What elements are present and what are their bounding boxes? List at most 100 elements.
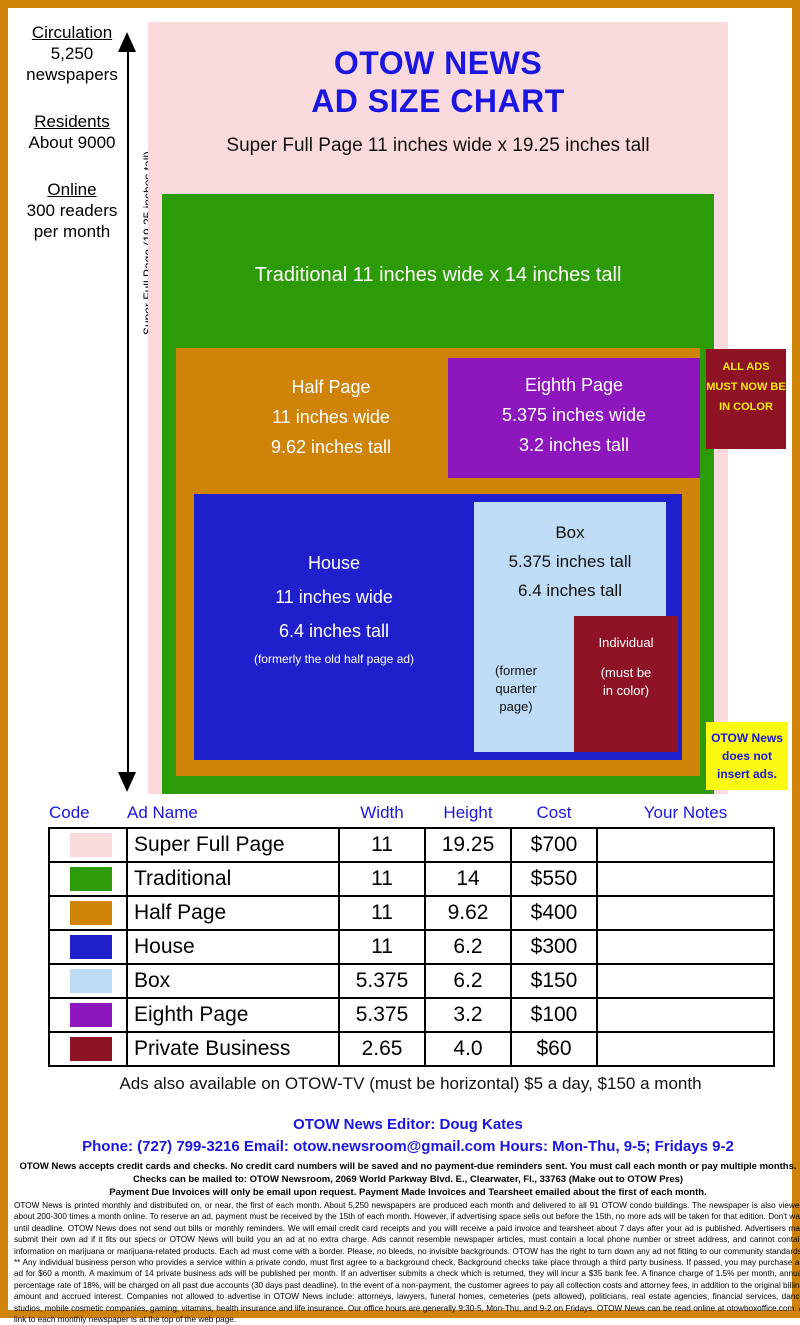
- color-swatch: [70, 969, 112, 993]
- individual-label: Individual (must be in color): [574, 616, 678, 700]
- color-swatch: [70, 1037, 112, 1061]
- half-page-name: Half Page: [291, 377, 371, 397]
- table-row: Private Business 2.65 4.0 $60: [48, 1031, 775, 1067]
- table-row: Traditional 11 14 $550: [48, 861, 775, 897]
- box-name: Box: [555, 523, 585, 542]
- table-row: Box 5.375 6.2 $150: [48, 963, 775, 999]
- price-table-wrap: Code Ad Name Width Height Cost Your Note…: [48, 803, 775, 1067]
- cell-ad-name: Half Page: [126, 895, 340, 931]
- cell-cost: $150: [510, 963, 598, 999]
- stat-online: Online 300 readers per month: [16, 179, 128, 242]
- fine-print-terms: OTOW News is printed monthly and distrib…: [14, 1201, 800, 1325]
- cell-width: 5.375: [338, 963, 426, 999]
- page-title-line1: OTOW NEWS: [333, 45, 543, 81]
- policy-line-2: Checks can be mailed to: OTOW Newsroom, …: [132, 1174, 684, 1185]
- cell-ad-name: Box: [126, 963, 340, 999]
- stat-residents: Residents About 9000: [16, 111, 128, 153]
- contact-details: Phone: (727) 799-3216 Email: otow.newsro…: [82, 1138, 734, 1155]
- ad-price-table: Code Ad Name Width Height Cost Your Note…: [48, 803, 775, 1067]
- cell-height: 19.25: [424, 827, 512, 863]
- cell-width: 5.375: [338, 997, 426, 1033]
- cell-ad-name: Traditional: [126, 861, 340, 897]
- color-code-cell: [48, 963, 128, 999]
- table-head: Code Ad Name Width Height Cost Your Note…: [49, 803, 774, 828]
- arrow-shaft: [127, 36, 129, 784]
- callout-color-required: ALL ADS MUST NOW BE IN COLOR: [706, 349, 786, 449]
- cell-height: 6.2: [424, 929, 512, 965]
- cell-notes: [596, 997, 775, 1033]
- contact-block: OTOW News Editor: Doug Kates Phone: (727…: [16, 1114, 800, 1158]
- house-name: House: [307, 553, 361, 573]
- page-title-line2: AD SIZE CHART: [311, 83, 565, 119]
- otow-tv-note: Ads also available on OTOW-TV (must be h…: [119, 1074, 702, 1093]
- cell-ad-name: Private Business: [126, 1031, 340, 1067]
- ad-block-house: House 11 inches wide 6.4 inches tall (fo…: [194, 494, 682, 760]
- policy-line-1: OTOW News accepts credit cards and check…: [19, 1161, 797, 1172]
- cell-cost: $60: [510, 1031, 598, 1067]
- half-page-label: Half Page 11 inches wide 9.62 inches tal…: [206, 372, 456, 462]
- ad-block-individual: Individual (must be in color): [574, 616, 678, 752]
- color-swatch: [70, 867, 112, 891]
- cell-cost: $400: [510, 895, 598, 931]
- ad-block-eighth-page: Eighth Page 5.375 inches wide 3.2 inches…: [448, 358, 700, 478]
- color-swatch: [70, 833, 112, 857]
- cell-height: 3.2: [424, 997, 512, 1033]
- color-code-cell: [48, 861, 128, 897]
- stat-online-value: 300 readers: [26, 201, 118, 220]
- house-label: House 11 inches wide 6.4 inches tall (fo…: [204, 546, 464, 670]
- individual-note1: (must be: [600, 665, 652, 680]
- box-width: 5.375 inches tall: [508, 552, 632, 571]
- individual-name: Individual: [598, 635, 654, 650]
- callout-no-insert-ads: OTOW News does not insert ads.: [706, 722, 788, 790]
- th-width: Width: [360, 803, 404, 822]
- ad-size-diagram-super-full-page: OTOW NEWS AD SIZE CHART Super Full Page …: [148, 22, 728, 794]
- box-label: Box 5.375 inches tall 6.4 inches tall: [474, 502, 666, 605]
- ad-block-box: Box 5.375 inches tall 6.4 inches tall (f…: [474, 502, 678, 752]
- cell-width: 11: [338, 895, 426, 931]
- eighth-page-height: 3.2 inches tall: [518, 435, 630, 455]
- payment-policy: OTOW News accepts credit cards and check…: [16, 1160, 800, 1199]
- stat-online-title: Online: [47, 180, 97, 199]
- arrow-down-icon: [118, 772, 136, 792]
- cell-notes: [596, 929, 775, 965]
- table-body: Super Full Page 11 19.25 $700 Traditional 11 1…: [48, 827, 775, 1067]
- stat-circulation-title: Circulation: [31, 23, 113, 42]
- th-height: Height: [443, 803, 493, 822]
- cell-cost: $700: [510, 827, 598, 863]
- eighth-page-label: Eighth Page 5.375 inches wide 3.2 inches…: [448, 358, 700, 460]
- height-measure-arrow: Super Full Page (19.25 inches tall): [115, 26, 155, 792]
- half-page-height: 9.62 inches tall: [270, 437, 392, 457]
- ad-block-traditional: Traditional 11 inches wide x 14 inches t…: [162, 194, 714, 794]
- th-cost: Cost: [536, 803, 572, 822]
- stat-circulation-value: 5,250: [50, 44, 94, 63]
- cell-notes: [596, 963, 775, 999]
- color-swatch: [70, 901, 112, 925]
- house-height: 6.4 inches tall: [278, 621, 390, 641]
- cell-notes: [596, 895, 775, 931]
- th-code: Code: [49, 803, 90, 822]
- house-note: (formerly the old half page ad): [253, 652, 415, 666]
- cell-width: 2.65: [338, 1031, 426, 1067]
- eighth-page-width: 5.375 inches wide: [501, 405, 647, 425]
- table-row: Half Page 11 9.62 $400: [48, 895, 775, 931]
- cell-cost: $550: [510, 861, 598, 897]
- cell-height: 4.0: [424, 1031, 512, 1067]
- cell-cost: $100: [510, 997, 598, 1033]
- stat-online-unit: per month: [33, 222, 111, 241]
- stat-residents-value: About 9000: [28, 133, 116, 152]
- color-swatch: [70, 1003, 112, 1027]
- cell-ad-name: Eighth Page: [126, 997, 340, 1033]
- editor-name: OTOW News Editor: Doug Kates: [293, 1116, 523, 1133]
- cell-width: 11: [338, 929, 426, 965]
- house-width: 11 inches wide: [275, 587, 393, 607]
- cell-ad-name: House: [126, 929, 340, 965]
- page-title: OTOW NEWS AD SIZE CHART: [148, 22, 728, 120]
- cell-ad-name: Super Full Page: [126, 827, 340, 863]
- color-code-cell: [48, 997, 128, 1033]
- individual-note2: in color): [602, 683, 650, 698]
- color-code-cell: [48, 929, 128, 965]
- cell-cost: $300: [510, 929, 598, 965]
- cell-height: 9.62: [424, 895, 512, 931]
- eighth-page-name: Eighth Page: [524, 375, 624, 395]
